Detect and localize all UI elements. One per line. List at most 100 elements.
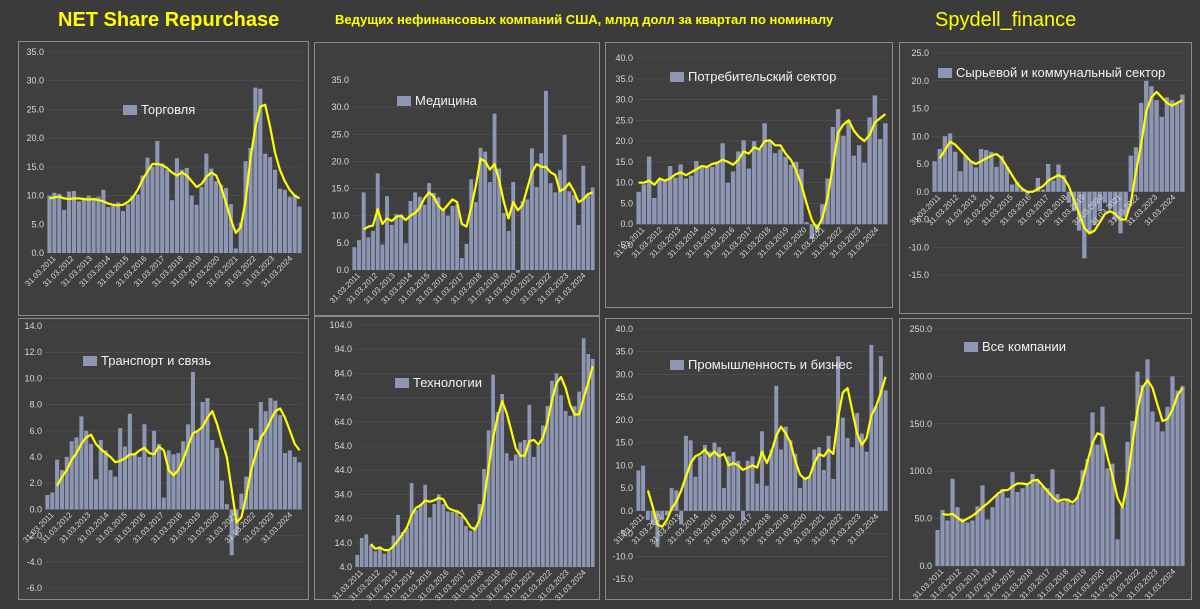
trend-line [49,103,301,234]
bar [1170,376,1175,566]
y-tick-label: 20.0 [331,156,349,166]
bar [84,430,89,510]
bar [994,166,999,192]
bar [850,447,855,511]
bar [387,551,391,567]
panel-consumer-title: Потребительский сектор [670,69,836,84]
bar [273,400,278,510]
y-tick-label: 14.0 [24,321,42,331]
y-tick-label: -4.0 [26,557,42,567]
bar [1000,489,1005,566]
bar [50,492,55,510]
bar [108,470,113,510]
bar [1154,100,1159,192]
bar [174,158,180,253]
bar [478,147,483,270]
bar [219,480,225,510]
chart-svg: 4.0 14.0 24.0 34.0 44.0 54.0 64.0 74.0 84.0 94.0 1… [329,320,595,601]
bar [970,520,975,566]
y-tick-label: 25.0 [331,129,349,139]
bar [726,456,731,511]
bar [511,182,516,270]
bar [492,113,497,271]
bar [253,87,258,253]
bar [513,454,518,567]
bar [590,187,595,270]
bar [352,247,357,270]
bar [375,173,380,270]
bar [932,161,937,192]
bar [59,470,64,510]
panel-all-companies: 0.0 50.0 100.0 150.0 200.0 250.0 31.03.2011 31.… [899,318,1192,601]
bar [541,425,545,567]
bar [741,510,745,520]
bar [228,204,233,253]
bar [200,401,205,510]
panel-trade: 0.0 5.0 10.0 15.0 20.0 25.0 30.0 35.0 31.03.2011… [18,41,309,316]
bar [736,460,741,511]
trend-line [370,365,594,552]
bar [783,156,788,225]
bar [417,196,422,270]
bar [1020,488,1025,566]
bar [553,192,558,270]
bar [160,163,165,253]
bar [953,151,958,192]
bar [1085,458,1090,566]
bar [1155,421,1160,566]
bar [856,145,862,225]
bar [636,191,641,225]
bar [506,230,511,270]
panel-industrials-business: -15.0 -10.0 -5.0 0.0 5.0 10.0 15.0 20.0 25.0 30.0… [605,318,893,600]
bar [118,428,123,510]
legend-swatch [397,95,411,106]
bar [559,395,563,567]
y-tick-label: 15.0 [911,104,929,114]
bar [135,194,140,253]
bar [522,439,527,567]
bar [93,479,98,510]
bar [1090,412,1095,566]
bar [219,184,224,253]
bar [130,195,135,253]
bar [999,155,1004,192]
y-tick-label: 84.0 [334,368,352,378]
y-tick-label: 30.0 [615,95,633,105]
bar [394,214,399,270]
y-tick-label: -10.0 [612,551,633,561]
y-tick-label: 35.0 [331,75,349,85]
panel-title-text: Сырьевой и коммунальный сектор [956,65,1166,80]
bar [1123,191,1128,217]
legend-swatch [670,71,684,82]
bar [1025,191,1030,195]
y-tick-label: 15.0 [615,157,633,167]
bar [572,406,577,567]
bar [826,435,831,511]
bar [1149,86,1154,192]
bar [1175,390,1180,566]
trend-line [638,113,887,230]
bar [1102,191,1108,203]
bar [1025,485,1030,566]
bar [214,181,219,253]
bar [190,371,195,510]
bar [1087,191,1092,234]
bar [662,179,668,225]
panel-title-text: Все компании [982,339,1066,354]
bar [984,150,989,192]
bar [169,200,175,253]
bar [1164,97,1170,192]
y-tick-label: 20.0 [911,76,929,86]
bar [368,545,373,567]
y-tick-label: 15.0 [615,438,633,448]
bar [111,205,116,253]
bar [400,531,405,567]
bar [408,201,413,270]
bar [441,504,446,567]
y-tick-label: 5.0 [620,198,633,208]
bar [664,510,669,516]
bar [403,243,408,270]
bar [940,510,945,566]
bar [878,356,883,511]
bar [774,385,779,511]
